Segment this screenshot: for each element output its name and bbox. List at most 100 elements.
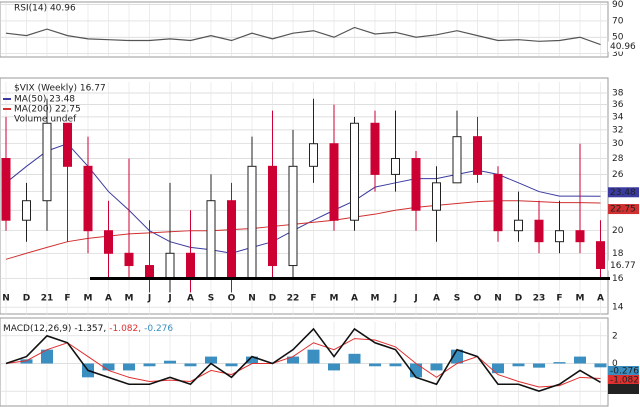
y-tick-label: 14 [612, 303, 624, 313]
histogram-bar [307, 349, 320, 364]
x-tick-label: D [269, 294, 276, 304]
price-frame [0, 77, 609, 315]
x-tick-label: A [351, 294, 358, 304]
histogram-bar [246, 356, 258, 364]
value-tag-label: 40.96 [610, 42, 636, 52]
x-tick-label: F [64, 294, 70, 304]
histogram-bar [20, 359, 33, 364]
candle-body [452, 136, 462, 184]
value-tag [608, 375, 639, 385]
value-tag [608, 187, 639, 198]
candle-body [493, 173, 503, 232]
x-tick-label: F [556, 294, 562, 304]
histogram-bar [225, 363, 238, 367]
x-tick-label: A [597, 294, 604, 304]
title-part: -0.276 [144, 324, 173, 334]
candle-body [534, 219, 544, 243]
value-tag-label: -1.357 [610, 385, 639, 395]
x-tick-label: J [393, 294, 397, 304]
x-tick-label: M [576, 294, 585, 304]
legend-label: Volume undef [14, 115, 77, 125]
candle-body [104, 230, 113, 254]
value-tag [608, 384, 639, 394]
candle-body [473, 136, 482, 175]
candle-body [83, 165, 93, 232]
x-tick-label: O [474, 294, 482, 304]
histogram-bar [348, 353, 361, 364]
candle-body [165, 252, 175, 280]
candle-body [22, 200, 31, 221]
candle-body [596, 241, 605, 269]
candle-body [288, 165, 298, 267]
histogram-bar [143, 363, 156, 367]
x-tick-label: 21 [41, 294, 54, 304]
rsi-frame [0, 1, 609, 58]
histogram-bar [41, 349, 53, 364]
histogram-bar [205, 356, 217, 364]
candle-body [268, 165, 277, 267]
histogram-bar [492, 363, 504, 374]
candle-body [370, 122, 380, 175]
y-tick-label: 20 [612, 226, 624, 236]
x-tick-label: A [187, 294, 194, 304]
value-tag-label: -0.276 [610, 367, 639, 377]
candle-body [575, 230, 585, 243]
histogram-bar [553, 362, 566, 364]
y-tick-label: 2 [612, 331, 618, 341]
candle-body [432, 182, 441, 211]
title-part: -1.082, [109, 324, 141, 334]
y-tick-label: 32 [612, 125, 623, 135]
value-tag [608, 260, 639, 271]
candle-body [1, 158, 11, 221]
histogram-bar [512, 363, 525, 367]
histogram-bar [287, 356, 299, 364]
x-tick-label: N [2, 294, 10, 304]
candle-body [227, 200, 236, 280]
x-tick-label: S [454, 294, 460, 304]
candle-body [391, 158, 400, 175]
candle-body [350, 122, 359, 221]
value-tag-label: 22.75 [610, 205, 636, 215]
histogram-bar [123, 363, 135, 371]
y-tick-label: 50 [612, 33, 624, 43]
y-tick-label: 16 [612, 274, 624, 284]
candle-body [42, 122, 52, 202]
y-tick-label: 18 [612, 249, 624, 259]
histogram-bar [184, 363, 197, 367]
y-tick-label: 0 [612, 359, 618, 369]
histogram-bar [369, 363, 381, 367]
histogram-bar [328, 363, 340, 371]
candle-body [186, 252, 195, 280]
legend-label: MA(200) 22.75 [14, 105, 81, 115]
y-tick-label: 34 [612, 112, 624, 122]
y-tick-label: 38 [612, 89, 624, 99]
panel-title: RSI(14) 40.96 [14, 4, 76, 14]
title-part: MACD(12,26,9) [3, 324, 71, 334]
panel-title: $VIX (Weekly) 16.77 [14, 84, 106, 94]
value-tag [608, 366, 639, 376]
x-tick-label: F [310, 294, 316, 304]
histogram-bar [533, 363, 545, 368]
series-line [5, 26, 601, 46]
x-tick-label: J [413, 294, 417, 304]
value-tag [608, 41, 639, 52]
histogram-bar [430, 363, 443, 371]
candle-body [309, 143, 318, 167]
histogram-bar [574, 356, 586, 364]
legend-label: MA(50) 23.48 [14, 95, 75, 105]
y-tick-label: 26 [612, 170, 624, 180]
title-part: -1.357, [74, 324, 106, 334]
x-tick-label: A [433, 294, 440, 304]
candle-body [206, 200, 216, 280]
panel-title: MACD(12,26,9) -1.357, -1.082, -0.276 [3, 324, 173, 334]
histogram-bar [164, 360, 176, 364]
x-tick-label: M [84, 294, 93, 304]
histogram-bar [102, 363, 115, 371]
x-tick-label: O [228, 294, 236, 304]
candle-body [411, 158, 421, 211]
x-tick-label: M [371, 294, 380, 304]
y-tick-label: 70 [612, 16, 624, 26]
y-tick-label: 30 [612, 139, 624, 149]
x-tick-label: J [167, 294, 171, 304]
x-tick-label: D [23, 294, 30, 304]
